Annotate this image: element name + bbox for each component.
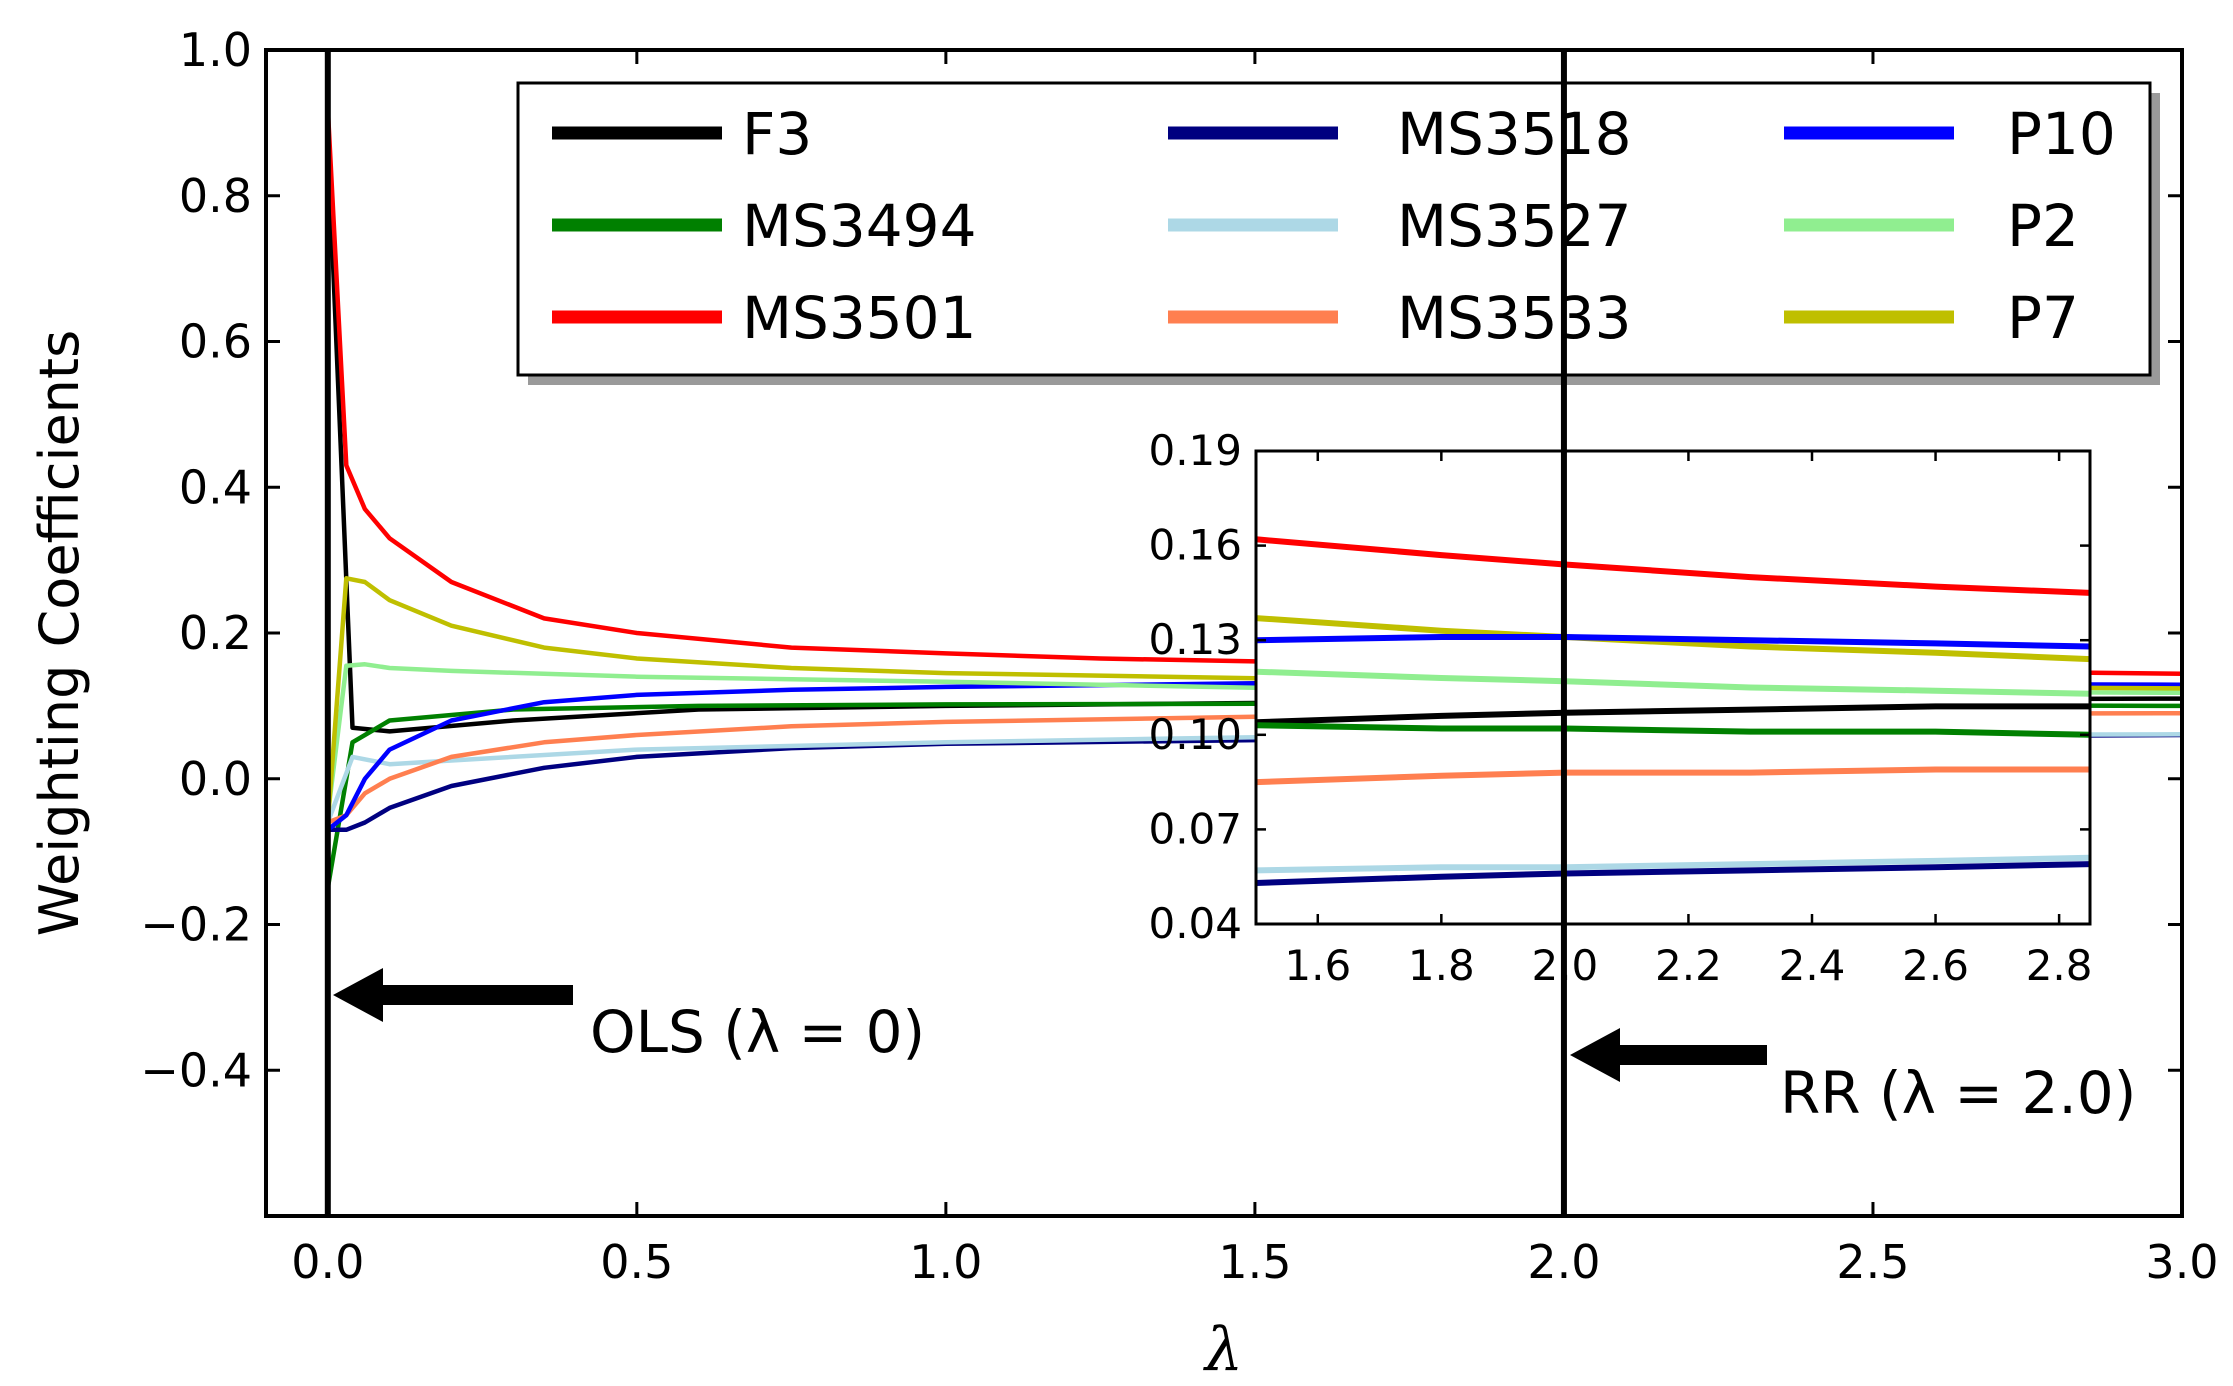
x-tick-label: 1.5 — [1218, 1235, 1291, 1289]
inset-series-line-ms3494 — [1256, 722, 2090, 738]
main-axes-group: 0.0 0.5 1.0 1.5 2.0 2.5 3.0 1.0 0.8 0.6 0.4 0.2 0.0 −… — [140, 23, 2218, 1289]
inset-chart: 1.61.82.02.22.42.62.80.190.160.130.100.0… — [1148, 426, 2092, 990]
inset-y-tick-label: 0.19 — [1148, 426, 1242, 475]
inset-x-tick-label: 2.6 — [1902, 941, 1969, 990]
x-tick-label: 1.0 — [909, 1235, 982, 1289]
y-tick-label: 0.6 — [179, 315, 252, 369]
y-tick-label: 1.0 — [179, 23, 252, 77]
legend-label: P2 — [2007, 192, 2079, 260]
x-tick-label: 2.5 — [1836, 1235, 1909, 1289]
inset-y-tick-label: 0.10 — [1148, 710, 1242, 759]
legend-label: MS3527 — [1397, 192, 1631, 260]
ols-annotation-text: OLS (λ = 0) — [590, 998, 925, 1066]
legend-label: F3 — [742, 100, 812, 168]
ols-arrow — [333, 968, 573, 1022]
inset-x-tick-label: 1.6 — [1284, 941, 1351, 990]
legend-label: MS3518 — [1397, 100, 1631, 168]
rr-annotation: RR (λ = 2.0) — [1570, 1028, 2136, 1127]
inset-series-group — [1256, 536, 2090, 886]
inset-y-tick-label: 0.16 — [1148, 521, 1242, 570]
legend-item-p7: P7 — [1784, 284, 2079, 352]
x-tick-label: 3.0 — [2145, 1235, 2218, 1289]
legend: F3 MS3494 MS3501 MS3518 MS3527 MS3533 P10 P2 P7 — [516, 81, 2160, 385]
inset-y-tick-label: 0.13 — [1148, 615, 1242, 664]
ols-annotation: OLS (λ = 0) — [333, 968, 925, 1066]
legend-label: P7 — [2007, 284, 2079, 352]
legend-item-p2: P2 — [1784, 192, 2079, 260]
inset-x-tick-label: 2.2 — [1655, 941, 1722, 990]
inset-axes-group: 1.61.82.02.22.42.62.80.190.160.130.100.0… — [1148, 426, 2092, 990]
y-tick-label: −0.4 — [140, 1043, 252, 1097]
rr-arrow — [1570, 1028, 1767, 1082]
inset-plot-frame — [1254, 449, 2092, 926]
legend-label: MS3494 — [742, 192, 976, 260]
legend-item-ms3533: MS3533 — [1168, 284, 1631, 352]
inset-x-tick-label: 1.8 — [1408, 941, 1475, 990]
inset-series-line-p2 — [1256, 668, 2090, 697]
inset-series-line-p10 — [1256, 634, 2090, 650]
x-axis-label: λ — [1203, 1315, 1243, 1385]
y-tick-label: 0.2 — [179, 606, 252, 660]
rr-annotation-text: RR (λ = 2.0) — [1780, 1059, 2136, 1127]
legend-item-ms3494: MS3494 — [552, 192, 976, 260]
y-tick-label: 0.8 — [179, 169, 252, 223]
legend-item-p10: P10 — [1784, 100, 2116, 168]
y-tick-label: 0.4 — [179, 460, 252, 514]
inset-series-line-ms3533 — [1256, 766, 2090, 786]
legend-label: MS3533 — [1397, 284, 1631, 352]
inset-series-line-p7 — [1256, 615, 2090, 663]
inset-series-line-f3 — [1256, 703, 2090, 726]
legend-items: F3 MS3494 MS3501 MS3518 MS3527 MS3533 P10 P2 P7 — [552, 100, 2116, 352]
y-axis-label: Weighting Coefficients — [28, 330, 91, 936]
legend-label: MS3501 — [742, 284, 976, 352]
inset-x-tick-label: 2.4 — [1779, 941, 1846, 990]
inset-y-tick-label: 0.07 — [1148, 804, 1242, 853]
legend-label: P10 — [2007, 100, 2116, 168]
legend-item-ms3501: MS3501 — [552, 284, 976, 352]
x-tick-label: 2.0 — [1527, 1235, 1600, 1289]
x-tick-label: 0.5 — [600, 1235, 673, 1289]
inset-series-line-ms3518 — [1256, 861, 2090, 886]
y-tick-label: 0.0 — [179, 752, 252, 806]
y-tick-label: −0.2 — [140, 898, 252, 952]
inset-series-line-ms3501 — [1256, 536, 2090, 596]
inset-series-line-ms3527 — [1256, 854, 2090, 874]
inset-x-tick-label: 2.8 — [2026, 941, 2093, 990]
legend-item-ms3518: MS3518 — [1168, 100, 1631, 168]
inset-y-tick-label: 0.04 — [1148, 899, 1242, 948]
legend-item-f3: F3 — [552, 100, 812, 168]
x-tick-label: 0.0 — [291, 1235, 364, 1289]
legend-item-ms3527: MS3527 — [1168, 192, 1631, 260]
